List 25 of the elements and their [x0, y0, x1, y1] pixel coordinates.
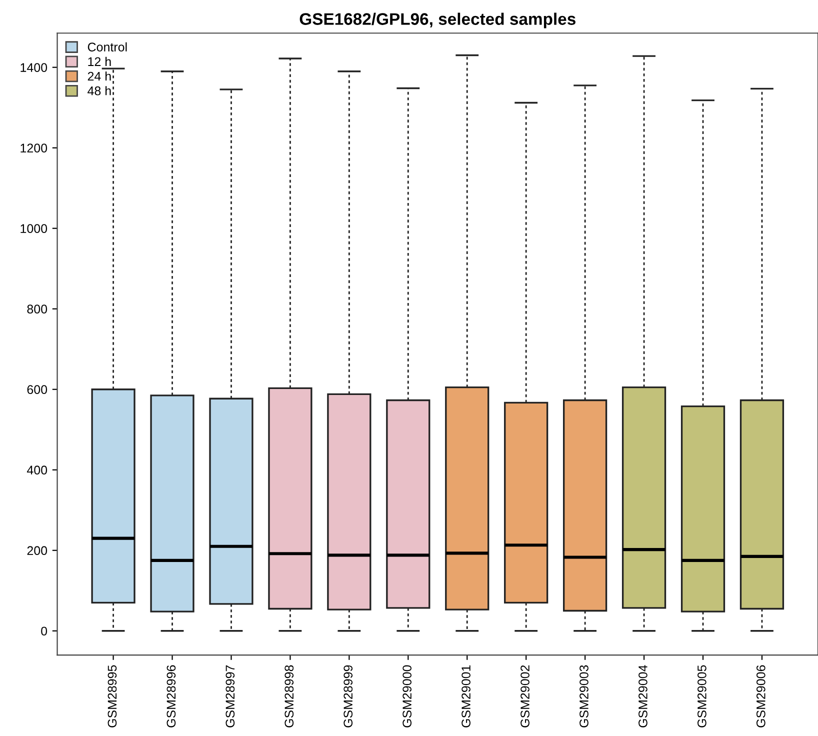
y-tick-label: 400: [26, 466, 48, 475]
x-tick-label: GSM29005: [698, 665, 706, 728]
chart-title: GSE1682/GPL96, selected samples: [300, 12, 576, 28]
legend-label: 12 h: [88, 56, 111, 66]
y-tick-label: 1000: [20, 224, 48, 234]
y-tick-label: 1200: [20, 144, 48, 152]
x-tick-label: GSM29006: [756, 665, 766, 728]
legend-label: 24 h: [88, 72, 111, 81]
x-tick-label: GSM29000: [402, 665, 412, 728]
x-tick-label: GSM29001: [462, 665, 470, 728]
legend-label: 48 h: [88, 86, 111, 96]
y-tick-label: 600: [27, 385, 48, 394]
x-tick-label: GSM29003: [580, 665, 588, 728]
x-tick-label: GSM28996: [166, 665, 176, 728]
y-tick-label: 1400: [20, 63, 48, 72]
y-tick-label: 200: [27, 546, 48, 556]
x-tick-label: GSM28998: [284, 665, 294, 728]
x-tick-label: GSM29002: [520, 665, 530, 728]
x-tick-label: GSM28995: [108, 665, 117, 728]
x-tick-label: GSM29004: [638, 665, 648, 728]
y-tick-label: 800: [27, 304, 48, 314]
y-tick-label: 0: [41, 626, 48, 636]
legend-label: Control: [88, 42, 127, 52]
x-tick-label: GSM28999: [344, 665, 353, 728]
x-tick-label: GSM28997: [226, 665, 235, 728]
